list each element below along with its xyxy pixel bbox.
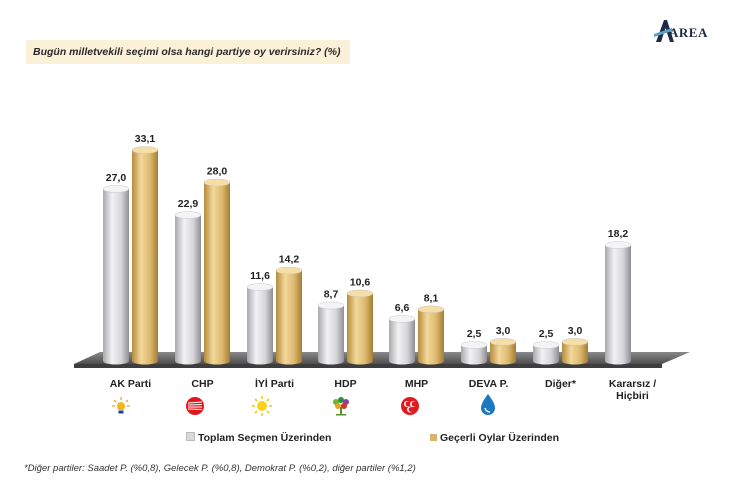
data-label-total-1: 22,9 (178, 198, 199, 210)
category-label-1: CHP (191, 378, 213, 390)
bar-total-1 (174, 211, 202, 365)
data-label-valid-3: 10,6 (350, 276, 371, 288)
bar-total-4 (388, 315, 416, 365)
category-label-0: AK Parti (110, 378, 152, 390)
data-label-total-6: 2,5 (539, 328, 554, 340)
bar-total-0 (102, 185, 130, 365)
bar-total-5 (460, 341, 488, 365)
bar-total-7 (604, 241, 632, 365)
category-label-3: HDP (334, 378, 356, 390)
data-label-total-5: 2,5 (467, 328, 482, 340)
bar-valid-4 (417, 305, 445, 365)
brand-name: AREA (669, 25, 708, 40)
water-drop-icon (478, 393, 498, 422)
bar-valid-1 (203, 178, 231, 365)
data-label-valid-0: 33,1 (135, 133, 156, 145)
data-label-total-0: 27,0 (106, 172, 127, 184)
category-label-6: Diğer* (545, 378, 577, 390)
legend-item-valid: Geçerli Oylar Üzerinden (430, 432, 559, 444)
data-label-valid-4: 8,1 (424, 292, 439, 304)
data-label-total-3: 8,7 (324, 289, 339, 301)
legend-label-valid: Geçerli Oylar Üzerinden (440, 432, 560, 444)
footnote: *Diğer partiler: Saadet P. (%0,8), Gelec… (24, 463, 416, 474)
data-label-total-7: 18,2 (608, 228, 629, 240)
crescents-icon (400, 396, 420, 421)
category-label-5: DEVA P. (469, 378, 509, 390)
bar-valid-0 (131, 146, 159, 365)
area-logo (654, 20, 674, 42)
legend-swatch-valid (430, 434, 437, 441)
data-label-total-2: 11,6 (250, 270, 270, 282)
lightbulb-icon (111, 396, 131, 421)
data-label-valid-2: 14,2 (279, 253, 300, 265)
category-label-2: İYİ Parti (255, 377, 294, 390)
bar-valid-5 (489, 338, 517, 365)
chart-floor (74, 352, 690, 368)
bar-valid-3 (346, 289, 374, 365)
bar-total-6 (532, 341, 560, 365)
bar-valid-2 (275, 266, 303, 365)
legend-item-total: Toplam Seçmen Üzerinden (186, 432, 331, 444)
category-label-7: Kararsız / Hiçbiri (609, 378, 656, 402)
data-label-valid-1: 28,0 (207, 166, 228, 178)
bar-total-3 (317, 301, 345, 365)
category-label-4: MHP (405, 378, 428, 390)
sun-icon (250, 395, 274, 422)
data-label-total-4: 6,6 (395, 302, 410, 314)
bar-valid-6 (561, 338, 589, 365)
six-arrows-icon (185, 396, 205, 421)
bar-total-2 (246, 283, 274, 365)
legend-swatch-total (186, 432, 195, 441)
question-title: Bugün milletvekili seçimi olsa hangi par… (26, 40, 350, 64)
tree-icon (330, 395, 352, 422)
data-label-valid-6: 3,0 (568, 325, 583, 337)
legend-label-total: Toplam Seçmen Üzerinden (198, 432, 332, 444)
data-label-valid-5: 3,0 (496, 325, 511, 337)
